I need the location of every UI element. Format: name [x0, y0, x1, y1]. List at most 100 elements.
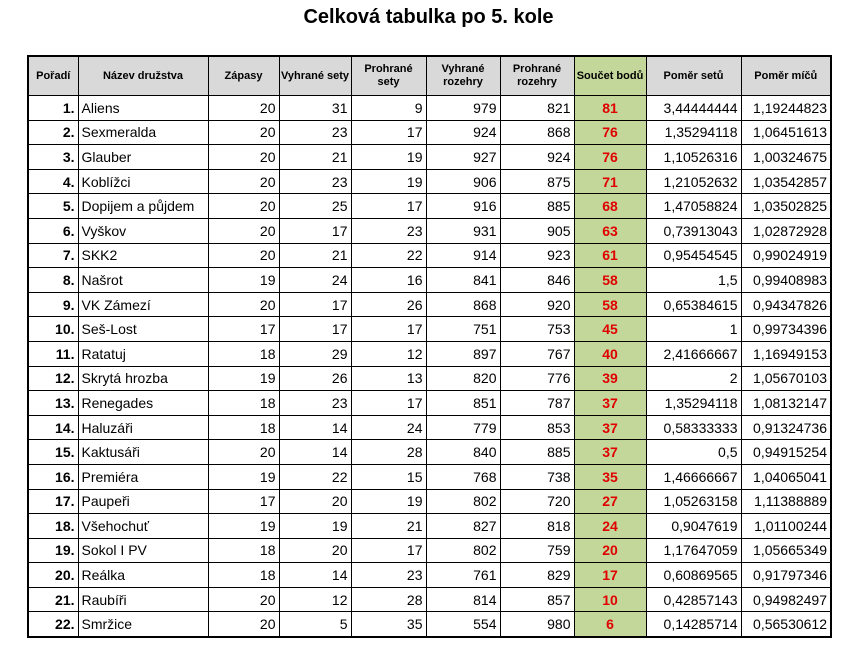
table-cell: Aliens — [77, 95, 209, 121]
table-cell: 20. — [27, 562, 79, 588]
table-cell: 1,19244823 — [740, 95, 832, 121]
table-cell: 1,47058824 — [645, 193, 742, 219]
table-body: 1. Aliens 20 31 9 979 821 81 3,44444444 1,1924482… — [27, 95, 832, 638]
table-cell: 767 — [499, 340, 575, 367]
table-cell: 4. — [27, 168, 79, 195]
table-cell: 29 — [278, 340, 352, 367]
table-cell: 10. — [27, 316, 79, 342]
table-cell: 0,56530612 — [740, 611, 832, 638]
table-cell: 23 — [350, 562, 427, 588]
table-cell: 9 — [350, 95, 427, 121]
table-cell: 0,58333333 — [645, 414, 742, 441]
table-cell: Všehochuť — [77, 513, 209, 539]
column-header: Součet bodů — [573, 55, 647, 96]
table-cell: 787 — [499, 390, 575, 416]
table-cell: 779 — [425, 414, 501, 441]
table-cell: 0,94982497 — [740, 586, 832, 613]
table-cell: 37 — [573, 414, 647, 441]
table-cell: 20 — [207, 217, 280, 244]
table-cell: 753 — [499, 316, 575, 342]
table-row: 3. Glauber 20 21 19 927 924 76 1,10526316 1,00324… — [27, 144, 832, 170]
table-cell: 61 — [573, 242, 647, 269]
table-cell: 1,02872928 — [740, 217, 832, 244]
table-row: 20. Reálka 18 14 23 761 829 17 0,60869565 0,91797… — [27, 562, 832, 588]
table-cell: 5. — [27, 193, 79, 219]
table-cell: 820 — [425, 365, 501, 392]
table-cell: 39 — [573, 365, 647, 392]
table-cell: 63 — [573, 217, 647, 244]
table-cell: 13. — [27, 390, 79, 416]
table-cell: 14 — [278, 414, 352, 441]
table-cell: 17 — [350, 537, 427, 564]
table-cell: 19 — [278, 513, 352, 539]
table-row: 5. Dopijem a půjdem 20 25 17 916 885 68 1,470588… — [27, 193, 832, 219]
table-cell: 0,94347826 — [740, 291, 832, 318]
table-cell: 1. — [27, 95, 79, 121]
table-cell: 27 — [573, 488, 647, 515]
table-cell: 20 — [573, 537, 647, 564]
table-cell: 11. — [27, 340, 79, 367]
table-cell: 18 — [207, 562, 280, 588]
table-cell: 20 — [207, 586, 280, 613]
table-cell: 3,44444444 — [645, 95, 742, 121]
standings-table: Pořadí Název družstva Zápasy Vyhrané sety Pr… — [27, 55, 832, 639]
table-cell: 22 — [278, 463, 352, 490]
table-cell: 0,5 — [645, 439, 742, 465]
table-cell: 35 — [573, 463, 647, 490]
table-cell: 18. — [27, 513, 79, 539]
table-cell: 906 — [425, 168, 501, 195]
table-cell: 17 — [350, 193, 427, 219]
table-cell: 0,60869565 — [645, 562, 742, 588]
table-cell: 751 — [425, 316, 501, 342]
table-row: 13. Renegades 18 23 17 851 787 37 1,35294118 1,08… — [27, 390, 832, 416]
table-cell: 19. — [27, 537, 79, 564]
table-cell: 28 — [350, 439, 427, 465]
table-cell: Raubíři — [77, 586, 209, 613]
table-cell: 1,35294118 — [645, 119, 742, 146]
table-cell: 1,03542857 — [740, 168, 832, 195]
table-row: 12. Skrytá hrozba 19 26 13 820 776 39 2 1,0567010… — [27, 365, 832, 392]
table-cell: 768 — [425, 463, 501, 490]
table-cell: 23 — [350, 217, 427, 244]
table-row: 18. Všehochuť 19 19 21 827 818 24 0,9047619 1,011… — [27, 513, 832, 539]
table-cell: 10 — [573, 586, 647, 613]
table-cell: 17 — [278, 217, 352, 244]
table-cell: 21. — [27, 586, 79, 613]
table-cell: 19 — [350, 144, 427, 170]
table-cell: 31 — [278, 95, 352, 121]
table-cell: 17 — [207, 488, 280, 515]
table-cell: 20 — [207, 242, 280, 269]
column-header: Prohrané sety — [350, 55, 427, 96]
table-cell: 19 — [350, 168, 427, 195]
table-cell: 24 — [573, 513, 647, 539]
table-cell: 17 — [278, 316, 352, 342]
table-cell: 885 — [499, 439, 575, 465]
table-cell: 738 — [499, 463, 575, 490]
table-cell: 17 — [350, 316, 427, 342]
table-cell: 853 — [499, 414, 575, 441]
table-cell: 18 — [207, 340, 280, 367]
table-cell: Sexmeralda — [77, 119, 209, 146]
table-row: 17. Paupeři 17 20 19 802 720 27 1,05263158 1,1138… — [27, 488, 832, 515]
table-row: 14. Haluzáři 18 14 24 779 853 37 0,58333333 0,913… — [27, 414, 832, 441]
table-cell: 28 — [350, 586, 427, 613]
table-cell: 5 — [278, 611, 352, 638]
table-row: 21. Raubíři 20 12 28 814 857 10 0,42857143 0,9498… — [27, 586, 832, 613]
table-cell: 759 — [499, 537, 575, 564]
table-cell: 20 — [207, 119, 280, 146]
table-cell: 1,00324675 — [740, 144, 832, 170]
table-cell: 980 — [499, 611, 575, 638]
table-cell: 20 — [207, 95, 280, 121]
table-cell: 19 — [207, 513, 280, 539]
table-cell: 35 — [350, 611, 427, 638]
table-cell: 1,17647059 — [645, 537, 742, 564]
table-cell: 7. — [27, 242, 79, 269]
table-cell: Kaktusáři — [77, 439, 209, 465]
table-cell: 76 — [573, 144, 647, 170]
table-cell: 13 — [350, 365, 427, 392]
table-row: 9. VK Zámezí 20 17 26 868 920 58 0,65384615 0,943… — [27, 291, 832, 318]
column-header: Pořadí — [27, 55, 79, 96]
table-cell: 1,06451613 — [740, 119, 832, 146]
table-cell: Reálka — [77, 562, 209, 588]
table-cell: 58 — [573, 267, 647, 293]
